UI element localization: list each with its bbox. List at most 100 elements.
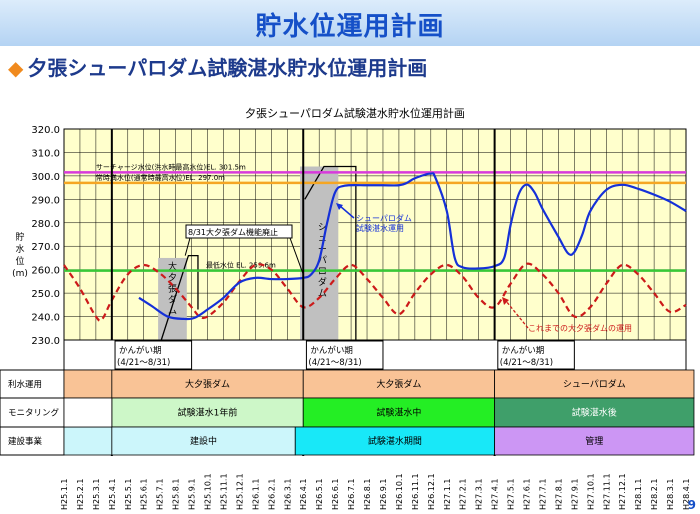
annotation-leader bbox=[289, 237, 304, 275]
reference-label: サーチャージ水位(洪水時最高水位)EL. 301.5m bbox=[96, 162, 246, 171]
row-segment bbox=[294, 426, 496, 456]
y-tick-label: 270.0 bbox=[31, 242, 60, 253]
arrow-head-icon bbox=[502, 297, 509, 305]
x-tick-label: H25.4.1 bbox=[108, 479, 117, 510]
x-tick-label: H28.3.1 bbox=[666, 479, 675, 510]
y-tick-label: 320.0 bbox=[31, 125, 60, 136]
x-tick-label: H25.9.1 bbox=[188, 479, 197, 510]
x-tick-label: H26.4.1 bbox=[299, 479, 308, 510]
row-segment-label: 試験湛水中 bbox=[376, 407, 421, 419]
x-tick-label: H25.2.1 bbox=[76, 479, 85, 510]
subtitle-text: 夕張シューパロダム試験湛水貯水位運用計画 bbox=[27, 56, 428, 80]
row-segment-label: 大夕張ダム bbox=[185, 378, 230, 390]
period-range: (4/21〜8/31) bbox=[500, 358, 553, 368]
x-tick-label: H27.10.1 bbox=[586, 473, 595, 510]
x-tick-label: H26.5.1 bbox=[315, 479, 324, 510]
x-tick-label: H25.10.1 bbox=[204, 473, 213, 510]
row-segment-label: 試験湛水後 bbox=[572, 407, 617, 419]
x-tick-label: H25.1.1 bbox=[60, 479, 69, 510]
x-tick-label: H26.3.1 bbox=[283, 479, 292, 510]
row-segment bbox=[63, 426, 113, 456]
row-segment-label: 試験湛水期間 bbox=[368, 435, 422, 447]
x-tick-label: H25.5.1 bbox=[124, 479, 133, 510]
y-tick-label: 230.0 bbox=[31, 336, 60, 347]
row-header-label: モニタリング bbox=[8, 408, 60, 419]
annotation-arrow bbox=[505, 300, 529, 329]
x-tick-label: H28.4.1 bbox=[682, 479, 691, 510]
x-tick-label: H26.6.1 bbox=[331, 479, 340, 510]
y-tick-label: 260.0 bbox=[31, 266, 60, 277]
chart-title: 夕張シューパロダム試験湛水貯水位運用計画 bbox=[245, 106, 465, 120]
annotation-text: 試験湛水運用 bbox=[356, 223, 404, 233]
x-tick-label: H25.11.1 bbox=[219, 473, 228, 510]
row-segment bbox=[494, 369, 695, 399]
row-segment-label: 大夕張ダム bbox=[376, 378, 421, 390]
x-tick-label: H26.9.1 bbox=[379, 479, 388, 510]
banner-title: 貯水位運用計画 bbox=[255, 12, 445, 42]
row-header bbox=[0, 426, 65, 456]
x-tick-label: H28.2.1 bbox=[650, 479, 659, 510]
title-banner: 貯水位運用計画 bbox=[0, 0, 700, 46]
reference-label: 最低水位 EL. 259.6m bbox=[206, 261, 276, 270]
x-tick-label: H27.2.1 bbox=[459, 479, 468, 510]
x-tick-label: H26.1.1 bbox=[251, 479, 260, 510]
x-tick-label: H26.10.1 bbox=[395, 473, 404, 510]
x-tick-label: H26.11.1 bbox=[411, 473, 420, 510]
row-segment-label: 試験湛水1年前 bbox=[178, 407, 238, 419]
x-tick-label: H26.12.1 bbox=[427, 473, 436, 510]
y-axis-label: 貯水位(m) bbox=[12, 232, 28, 279]
page-number: 9 bbox=[687, 498, 696, 512]
row-segment bbox=[111, 426, 296, 456]
row-segment bbox=[63, 397, 113, 428]
x-tick-label: H27.5.1 bbox=[507, 479, 516, 510]
x-tick-label: H26.8.1 bbox=[363, 479, 372, 510]
row-segment bbox=[494, 426, 695, 456]
period-label: かんがい期 bbox=[119, 345, 162, 356]
period-box bbox=[497, 340, 575, 370]
row-segment-label: シューパロダム bbox=[563, 378, 626, 390]
y-tick-label: 280.0 bbox=[31, 219, 60, 230]
annotation-text: 8/31大夕張ダム機能廃止 bbox=[188, 227, 278, 237]
period-range: (4/21〜8/31) bbox=[117, 358, 170, 368]
x-tick-label: H27.3.1 bbox=[475, 479, 484, 510]
row-segment bbox=[302, 369, 496, 399]
page-subtitle: ◆ 夕張シューパロダム試験湛水貯水位運用計画 bbox=[8, 52, 427, 81]
x-tick-label: H25.3.1 bbox=[92, 479, 101, 510]
y-tick-label: 240.0 bbox=[31, 313, 60, 324]
wedge-outline bbox=[160, 254, 199, 341]
annotation-leader bbox=[184, 237, 191, 256]
plot-area bbox=[63, 128, 687, 341]
row-segment bbox=[63, 369, 113, 399]
period-range: (4/21〜8/31) bbox=[308, 358, 361, 368]
y-tick-label: 300.0 bbox=[31, 172, 60, 183]
annotation-text: シューパロダム bbox=[356, 213, 412, 223]
annotation-text: これまでの大夕張ダムの運用 bbox=[528, 323, 632, 333]
row-header-label: 建設事業 bbox=[8, 436, 43, 447]
x-tick-label: H25.7.1 bbox=[156, 479, 165, 510]
arrow-head-icon bbox=[336, 203, 343, 210]
y-tick-label: 310.0 bbox=[31, 148, 60, 159]
row-segment-label: 管理 bbox=[585, 435, 603, 447]
bar-label: 大夕張ダム bbox=[168, 261, 177, 317]
x-tick-label: H26.2.1 bbox=[267, 479, 276, 510]
x-tick-label: H27.7.1 bbox=[538, 479, 547, 510]
x-tick-label: H25.6.1 bbox=[140, 479, 149, 510]
period-box bbox=[305, 340, 384, 370]
x-tick-label: H26.7.1 bbox=[347, 479, 356, 510]
period-box bbox=[114, 340, 193, 370]
row-segment-label: 建設中 bbox=[190, 435, 217, 447]
x-tick-label: H27.1.1 bbox=[443, 479, 452, 510]
row-segment bbox=[111, 369, 304, 399]
reference-label: 常時満水位(通常時最高水位)EL. 297.0m bbox=[96, 173, 225, 182]
x-tick-label: H27.4.1 bbox=[491, 479, 500, 510]
x-tick-label: H27.6.1 bbox=[523, 479, 532, 510]
row-header bbox=[0, 369, 65, 399]
diamond-icon: ◆ bbox=[8, 56, 24, 80]
x-tick-label: H25.8.1 bbox=[172, 479, 181, 510]
y-tick-label: 250.0 bbox=[31, 289, 60, 300]
x-tick-label: H27.12.1 bbox=[618, 473, 627, 510]
x-tick-label: H27.11.1 bbox=[602, 473, 611, 510]
period-label: かんがい期 bbox=[310, 345, 353, 356]
period-label: かんがい期 bbox=[502, 345, 545, 356]
